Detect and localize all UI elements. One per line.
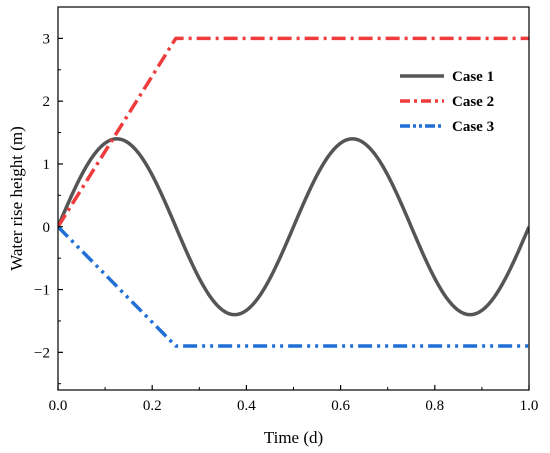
series-layer <box>58 36 529 348</box>
y-axis-title: Water rise height (m) <box>7 126 26 271</box>
legend-label-case-1: Case 1 <box>452 69 494 85</box>
y-tick-label: 3 <box>43 31 51 47</box>
x-axis-title: Time (d) <box>264 428 323 447</box>
ticks-layer: 0.0 0.2 0.4 0.6 0.8 1.0 −2 −1 0 1 2 3 <box>34 6 539 414</box>
y-tick-label: −1 <box>34 283 50 299</box>
y-tick-label: 1 <box>43 157 51 173</box>
legend-label-case-3: Case 3 <box>452 119 494 135</box>
y-tick-label: −2 <box>34 345 50 361</box>
y-tick-label: 2 <box>43 94 51 110</box>
x-tick-label: 0.0 <box>49 398 68 414</box>
plot-frame <box>57 6 530 391</box>
x-tick-label: 0.2 <box>143 398 162 414</box>
series-line-case-2 <box>58 36 529 228</box>
y-tick-label: 0 <box>43 220 51 236</box>
series-line-case-3 <box>58 225 529 348</box>
legend: Case 1 Case 2 Case 3 <box>400 69 494 135</box>
series-line-case-1 <box>58 137 529 317</box>
x-tick-label: 0.4 <box>237 398 256 414</box>
legend-label-case-2: Case 2 <box>452 94 494 110</box>
x-tick-label: 0.6 <box>331 398 350 414</box>
x-tick-label: 1.0 <box>520 398 539 414</box>
x-tick-label: 0.8 <box>425 398 444 414</box>
